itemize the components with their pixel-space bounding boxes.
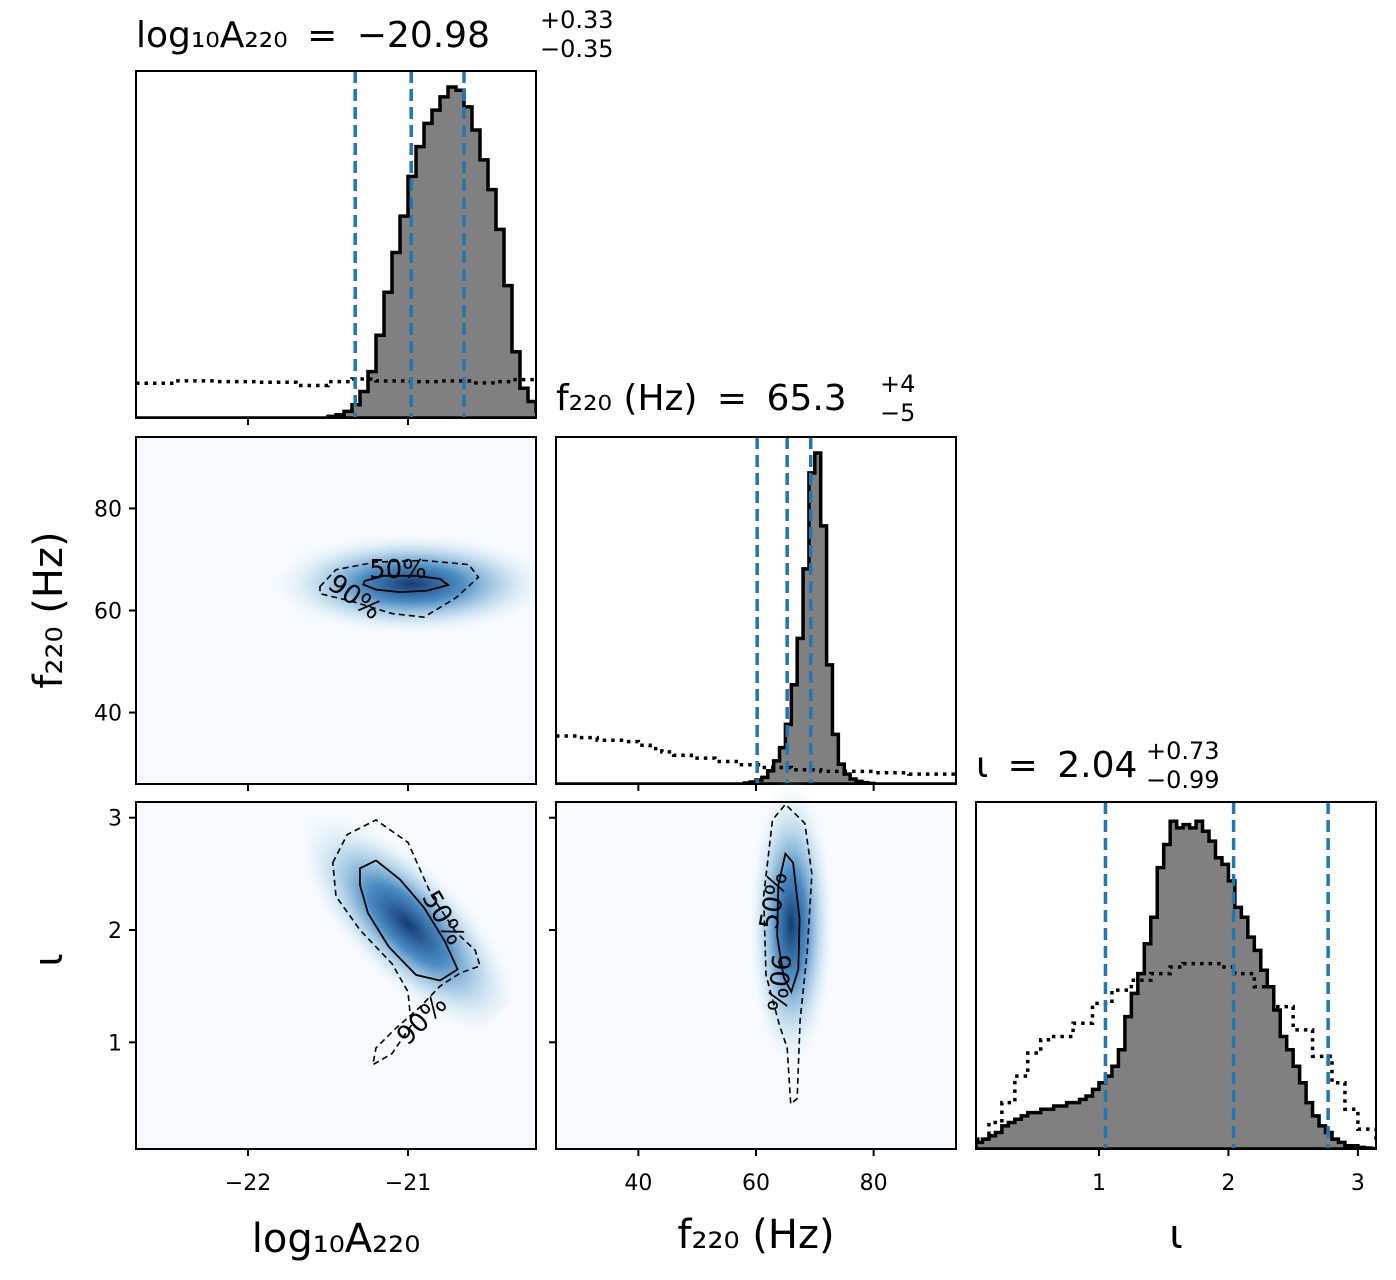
panel-2d-f220-iota	[555, 774, 957, 1150]
hist-log10A220-hist-fill	[136, 87, 536, 418]
iota-xtick-label: 2	[1221, 1171, 1235, 1196]
iota-xtick-label: 1	[1092, 1171, 1106, 1196]
title-iota-minus: −0.99	[1146, 766, 1220, 794]
contour-label-90-f-i: 90%	[761, 953, 796, 1013]
dens-f-i-contour-50	[776, 851, 801, 995]
dens-A-f-contour-90	[319, 559, 480, 618]
dens-A-i-contour-50	[359, 859, 459, 982]
panel-hist-f220	[555, 436, 957, 785]
contour-label-50-A-f: 50%	[369, 555, 427, 585]
title-iota-plus: +0.73	[1146, 737, 1220, 765]
log10A220-xtick-label: −22	[225, 1171, 271, 1196]
hist-iota-prior-dotted	[976, 961, 1376, 1143]
iota-xtick-label: 3	[1351, 1171, 1365, 1196]
panel-hist-log10A220	[135, 70, 537, 419]
title-f220: f₂₂₀ (Hz) = 65.3	[556, 378, 847, 419]
hist-iota-frame	[975, 801, 1377, 1150]
hist-iota-hist-fill	[976, 821, 1376, 1149]
xlabel-log10A220: log₁₀A₂₂₀	[252, 1216, 421, 1262]
dens-f-i-contour-90	[762, 803, 813, 1106]
hist-log10A220-prior-dotted	[136, 377, 536, 388]
title-f220-value: 65.3	[767, 378, 847, 419]
xlabel-f220: f₂₂₀ (Hz)	[677, 1212, 834, 1258]
title-f220-plus: +4	[880, 370, 915, 398]
iota-ytick-label: 3	[108, 807, 122, 832]
dens-A-i-contour-90	[331, 819, 481, 1067]
title-f220-minus: −5	[880, 399, 915, 427]
title-log10A220-minus: −0.35	[540, 35, 614, 63]
title-iota-lhs: ι	[976, 745, 988, 786]
title-f220-lhs: f₂₂₀ (Hz)	[556, 378, 697, 419]
panel-hist-iota	[975, 801, 1377, 1150]
iota-ytick-label: 1	[108, 1031, 122, 1056]
panel-2d-log10A220-iota	[135, 801, 537, 1150]
log10A220-xtick-label: −21	[385, 1171, 431, 1196]
title-log10A220-value: −20.98	[357, 15, 490, 56]
f220-ytick-label: 40	[94, 702, 122, 727]
ylabel-iota: ι	[26, 953, 72, 967]
dens-A-f-density-core	[266, 531, 536, 636]
dens-A-f-contour-50	[361, 574, 450, 594]
title-log10A220-eq: =	[307, 15, 337, 56]
xlabel-iota: ι	[1169, 1212, 1183, 1258]
title-iota: ι = 2.04	[976, 745, 1137, 786]
dens-A-i-frame	[135, 801, 537, 1150]
f220-xtick-label: 80	[860, 1171, 888, 1196]
hist-log10A220-hist-outline	[136, 85, 536, 418]
title-log10A220: log₁₀A₂₂₀ = −20.98	[136, 15, 490, 56]
title-log10A220-lhs: log₁₀A₂₂₀	[136, 15, 288, 56]
f220-ytick-label: 80	[94, 497, 122, 522]
hist-log10A220-frame	[135, 70, 537, 419]
title-log10A220-plus: +0.33	[540, 6, 614, 34]
title-f220-eq: =	[717, 378, 747, 419]
f220-xtick-label: 40	[624, 1171, 652, 1196]
ylabel-f220: f₂₂₀ (Hz)	[26, 531, 72, 688]
iota-ytick-label: 2	[108, 919, 122, 944]
hist-iota-hist-outline	[976, 819, 1376, 1149]
f220-xtick-label: 60	[742, 1171, 770, 1196]
title-iota-value: 2.04	[1057, 745, 1137, 786]
f220-ytick-label: 60	[94, 600, 122, 625]
title-iota-eq: =	[1008, 745, 1038, 786]
dens-A-i-density-core	[293, 810, 523, 1039]
dens-f-i-density-core	[747, 774, 836, 1075]
panel-2d-log10A220-f220	[135, 436, 537, 785]
